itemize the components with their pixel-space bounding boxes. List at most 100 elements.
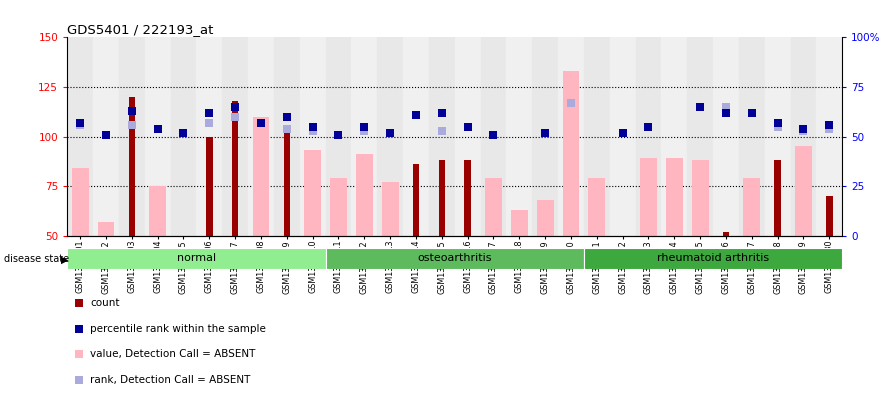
Bar — [584, 37, 609, 236]
Point — [358, 123, 372, 130]
Bar — [222, 37, 248, 236]
Point — [73, 121, 87, 128]
Point — [538, 129, 552, 136]
Point — [797, 127, 811, 134]
Point — [564, 100, 578, 106]
Bar — [723, 232, 729, 236]
Point — [73, 119, 87, 126]
Bar — [635, 37, 661, 236]
Bar — [739, 37, 764, 236]
Bar — [330, 178, 347, 236]
Bar — [713, 37, 739, 236]
Point — [409, 112, 423, 118]
Bar — [119, 37, 145, 236]
Bar — [351, 37, 377, 236]
Bar — [438, 160, 445, 236]
Point — [823, 121, 837, 128]
Bar — [67, 37, 93, 236]
Text: value, Detection Call = ABSENT: value, Detection Call = ABSENT — [90, 349, 256, 360]
Point — [125, 108, 139, 114]
Bar — [795, 147, 812, 236]
Bar — [325, 248, 584, 269]
Bar — [687, 37, 713, 236]
Bar — [356, 154, 373, 236]
Bar — [67, 248, 325, 269]
Bar — [145, 37, 170, 236]
Bar — [305, 151, 321, 236]
Point — [719, 104, 733, 110]
Point — [487, 131, 501, 138]
Bar — [464, 160, 471, 236]
Bar — [232, 101, 238, 236]
Bar — [325, 37, 351, 236]
Bar — [506, 37, 532, 236]
Point — [693, 104, 707, 110]
Text: rank, Detection Call = ABSENT: rank, Detection Call = ABSENT — [90, 375, 251, 385]
Text: disease state: disease state — [4, 254, 70, 264]
Point — [306, 123, 320, 130]
Bar — [72, 168, 89, 236]
Point — [719, 110, 733, 116]
Bar — [563, 71, 580, 236]
Bar — [511, 210, 528, 236]
Bar — [93, 37, 119, 236]
Bar — [790, 37, 816, 236]
Bar — [98, 222, 115, 236]
Point — [151, 125, 165, 132]
Point — [693, 104, 707, 110]
Point — [125, 121, 139, 128]
Bar — [253, 117, 270, 236]
Point — [435, 110, 449, 116]
Text: ▶: ▶ — [61, 254, 68, 264]
Text: normal: normal — [177, 253, 216, 263]
Bar — [666, 158, 683, 236]
Bar — [537, 200, 554, 236]
Text: osteoarthritis: osteoarthritis — [418, 253, 492, 263]
Point — [642, 123, 656, 130]
Bar — [480, 37, 506, 236]
Point — [797, 125, 811, 132]
Point — [616, 129, 630, 136]
Bar — [299, 37, 325, 236]
Bar — [532, 37, 558, 236]
Text: rheumatoid arthritis: rheumatoid arthritis — [657, 253, 769, 263]
Point — [99, 131, 113, 138]
Point — [383, 129, 397, 136]
Bar — [774, 160, 781, 236]
Bar — [640, 158, 657, 236]
Point — [202, 110, 217, 116]
Point — [306, 127, 320, 134]
Bar — [558, 37, 584, 236]
Point — [332, 131, 346, 138]
Bar — [692, 160, 709, 236]
Bar — [382, 182, 399, 236]
Bar — [403, 37, 429, 236]
Bar — [150, 186, 166, 236]
Bar — [764, 37, 790, 236]
Bar — [274, 37, 299, 236]
Text: GDS5401 / 222193_at: GDS5401 / 222193_at — [67, 23, 213, 36]
Bar — [196, 37, 222, 236]
Bar — [816, 37, 842, 236]
Bar — [248, 37, 274, 236]
Point — [228, 104, 242, 110]
Point — [435, 127, 449, 134]
Point — [358, 127, 372, 134]
Bar — [609, 37, 635, 236]
Point — [202, 119, 217, 126]
Bar — [584, 248, 842, 269]
Point — [280, 125, 294, 132]
Bar — [826, 196, 832, 236]
Point — [228, 114, 242, 120]
Bar — [170, 37, 196, 236]
Bar — [454, 37, 480, 236]
Bar — [206, 136, 212, 236]
Bar — [429, 37, 454, 236]
Bar — [589, 178, 605, 236]
Point — [280, 114, 294, 120]
Bar — [744, 178, 760, 236]
Bar — [413, 164, 419, 236]
Bar — [128, 97, 135, 236]
Point — [771, 123, 785, 130]
Text: percentile rank within the sample: percentile rank within the sample — [90, 324, 266, 334]
